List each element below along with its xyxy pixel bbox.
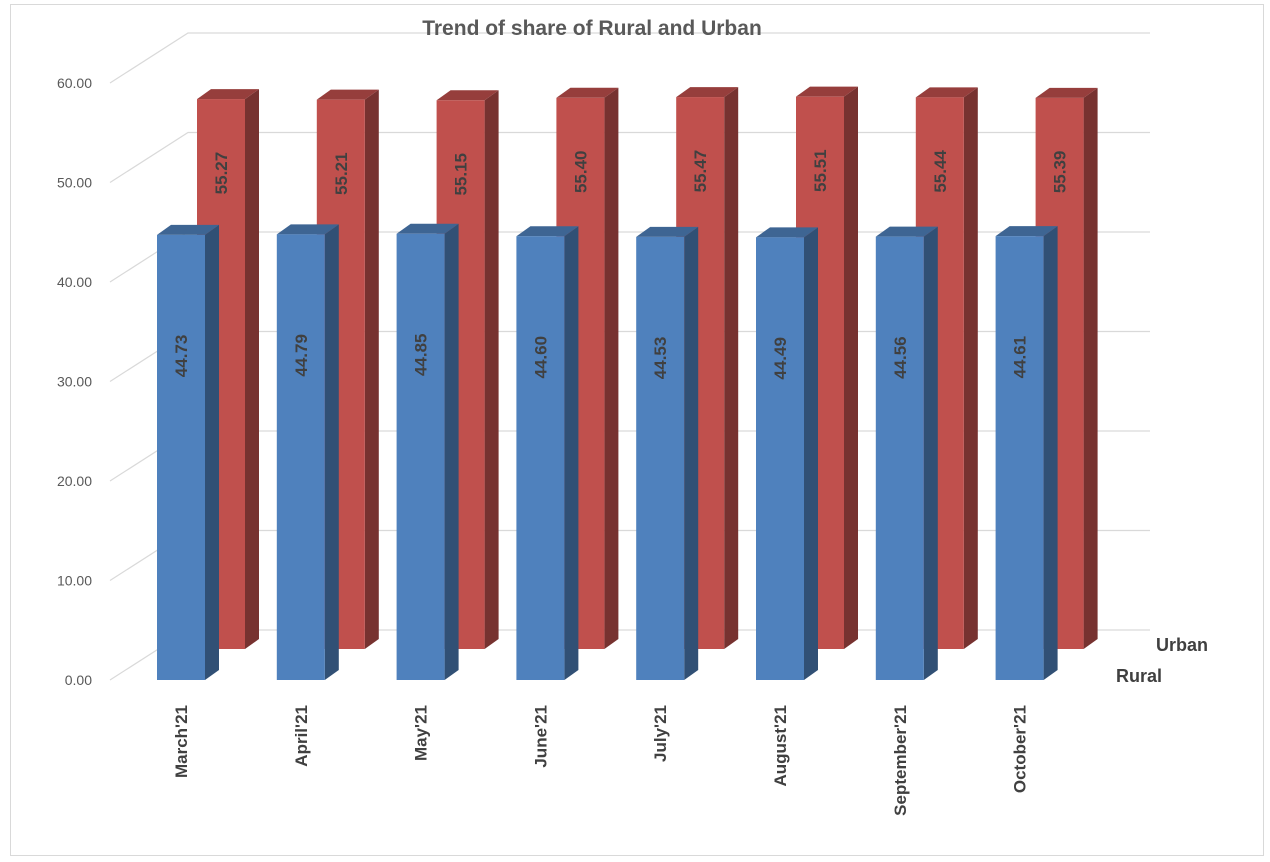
rural-bar-side (324, 224, 339, 681)
rural-bar-side (804, 227, 818, 680)
rural-bar-top (995, 226, 1058, 237)
urban-bar-side (245, 89, 259, 650)
y-tick-label: 0.00 (65, 672, 92, 688)
urban-bar-side (364, 89, 379, 649)
gridline (109, 430, 1150, 482)
urban-data-label: 55.39 (1051, 151, 1070, 194)
x-tick-label: May'21 (412, 705, 431, 761)
gridline (109, 131, 1150, 184)
labels: 0.00 10.00 20.00 30.00 40.00 50.00 60.00 55.27 5… (57, 75, 1208, 816)
gridline (109, 32, 1150, 84)
rural-bar (995, 226, 1058, 680)
rural-bar-top (636, 226, 699, 237)
x-tick-label: March'21 (172, 705, 191, 778)
urban-bar-side (1083, 87, 1098, 649)
rural-bar-side (444, 223, 459, 680)
gridline (109, 330, 1150, 383)
rural-bar (396, 223, 459, 680)
rural-data-label: 44.85 (412, 333, 431, 376)
rural-bar-top (396, 223, 459, 234)
chart-frame (10, 4, 1264, 856)
rural-bar (157, 224, 219, 680)
urban-data-label: 55.27 (212, 152, 231, 195)
rural-data-label: 44.79 (292, 334, 311, 377)
gridline (109, 231, 1150, 283)
rural-bar (756, 227, 818, 680)
rural-bar-top (756, 227, 818, 238)
rural-bar-front (157, 234, 205, 680)
urban-bar-top (556, 87, 619, 98)
urban-bar-top (676, 87, 739, 98)
urban-bar-top (316, 89, 379, 100)
urban-bar-side (484, 90, 499, 649)
rural-bar-front (276, 234, 325, 681)
urban-data-label: 55.44 (931, 150, 950, 193)
rural-bar (516, 226, 579, 681)
urban-bar-top (796, 86, 858, 97)
rural-data-label: 44.53 (651, 337, 670, 380)
x-tick-label: July'21 (651, 705, 670, 762)
rural-bar-front (516, 236, 565, 681)
series-label-rural: Rural (1116, 666, 1162, 686)
rural-bar-top (875, 226, 938, 237)
x-tick-label: September'21 (891, 705, 910, 816)
rural-data-label: 44.73 (172, 335, 191, 378)
rural-bar (276, 224, 339, 681)
rural-data-label: 44.60 (531, 336, 550, 379)
y-tick-label: 40.00 (57, 274, 92, 290)
gridline (109, 629, 1150, 681)
urban-bar-top (197, 89, 259, 100)
rural-data-label: 44.56 (891, 336, 910, 379)
urban-data-label: 55.40 (571, 150, 590, 193)
urban-bar-top (436, 90, 499, 101)
urban-bar-side (963, 87, 978, 649)
rural-bar-front (995, 236, 1044, 680)
rural-bar (636, 226, 699, 680)
urban-bar-top (915, 87, 978, 98)
urban-data-label: 55.21 (332, 152, 351, 195)
y-tick-label: 20.00 (57, 473, 92, 489)
rural-bar-front (756, 237, 804, 680)
rural-bar-side (923, 226, 938, 681)
rural-bar-side (205, 224, 219, 680)
rural-bar-side (1043, 226, 1058, 680)
urban-data-label: 55.15 (452, 153, 471, 196)
rural-data-label: 44.49 (771, 337, 790, 380)
urban-bar-side (724, 87, 739, 650)
rural-bar-side (684, 226, 699, 680)
rural-bar-top (276, 224, 339, 235)
x-tick-label: April'21 (292, 705, 311, 767)
rural-data-label: 44.61 (1011, 336, 1030, 379)
rural-bar-front (636, 236, 685, 680)
x-tick-label: October'21 (1011, 705, 1030, 793)
y-tick-label: 60.00 (57, 75, 92, 91)
urban-data-label: 55.51 (811, 149, 830, 192)
y-tick-label: 10.00 (57, 573, 92, 589)
y-tick-label: 30.00 (57, 374, 92, 390)
gridline (109, 529, 1150, 582)
bars (157, 86, 1098, 681)
rural-bar-front (875, 236, 924, 681)
series-label-urban: Urban (1156, 635, 1208, 655)
urban-bar-side (604, 87, 619, 649)
rural-bar-front (396, 233, 445, 680)
rural-bar (875, 226, 938, 681)
urban-bar-top (1035, 87, 1098, 98)
x-tick-label: June'21 (531, 705, 550, 768)
rural-bar-side (564, 226, 579, 681)
chart-title: Trend of share of Rural and Urban (422, 17, 762, 40)
rural-bar-top (157, 224, 219, 235)
rural-bar-top (516, 226, 579, 237)
gridlines (109, 32, 1150, 681)
x-tick-label: August'21 (771, 705, 790, 787)
y-tick-label: 50.00 (57, 175, 92, 191)
urban-data-label: 55.47 (691, 150, 710, 193)
urban-bar-side (844, 86, 858, 650)
